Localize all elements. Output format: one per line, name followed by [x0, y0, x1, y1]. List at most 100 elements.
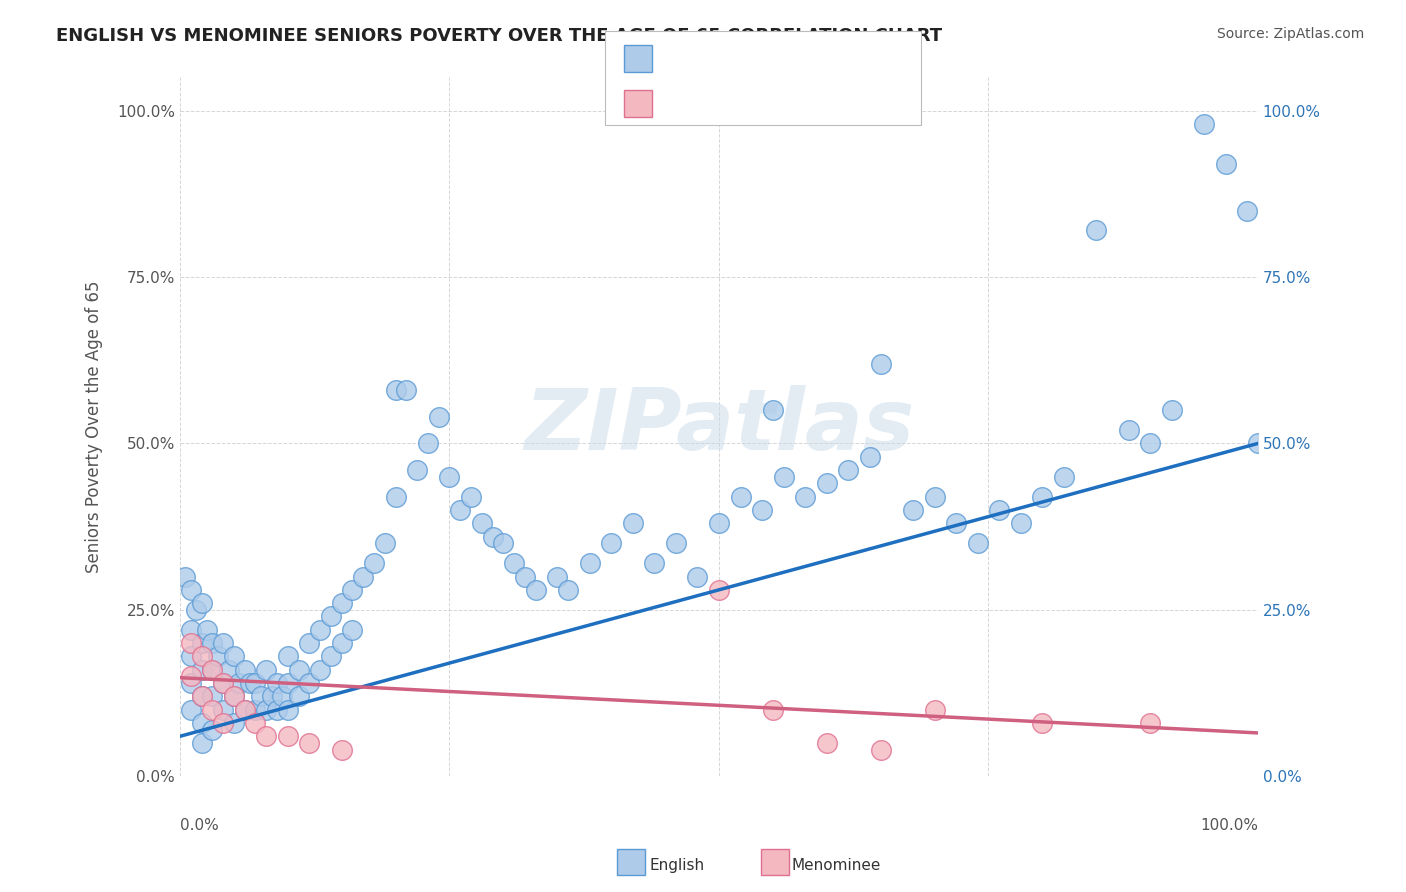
- Text: R =: R =: [662, 54, 693, 71]
- Point: [924, 490, 946, 504]
- Point: [174, 569, 197, 583]
- Point: [945, 516, 967, 531]
- Point: [342, 623, 364, 637]
- Point: [180, 636, 202, 650]
- Point: [218, 663, 240, 677]
- Point: [266, 703, 288, 717]
- Text: ZIPatlas: ZIPatlas: [524, 385, 914, 468]
- Text: 0.558: 0.558: [697, 54, 749, 71]
- Point: [643, 556, 665, 570]
- Point: [352, 569, 374, 583]
- Text: 22: 22: [785, 98, 808, 116]
- Point: [1139, 715, 1161, 730]
- Point: [557, 582, 579, 597]
- Point: [180, 676, 202, 690]
- Point: [287, 663, 309, 677]
- Point: [1031, 715, 1053, 730]
- Point: [245, 676, 267, 690]
- Point: [384, 383, 406, 397]
- Point: [186, 603, 208, 617]
- Point: [201, 663, 224, 677]
- Text: ENGLISH VS MENOMINEE SENIORS POVERTY OVER THE AGE OF 65 CORRELATION CHART: ENGLISH VS MENOMINEE SENIORS POVERTY OVE…: [56, 27, 942, 45]
- Point: [869, 357, 891, 371]
- Text: Source: ZipAtlas.com: Source: ZipAtlas.com: [1216, 27, 1364, 41]
- Point: [201, 663, 224, 677]
- Point: [966, 536, 988, 550]
- Point: [190, 663, 212, 677]
- Point: [201, 723, 224, 737]
- Point: [180, 649, 202, 664]
- Point: [222, 715, 245, 730]
- Point: [363, 556, 385, 570]
- Point: [762, 403, 785, 417]
- Point: [190, 715, 212, 730]
- Point: [271, 690, 294, 704]
- Point: [260, 690, 283, 704]
- Point: [513, 569, 536, 583]
- Point: [330, 596, 353, 610]
- Point: [190, 636, 212, 650]
- Point: [794, 490, 817, 504]
- Point: [439, 469, 461, 483]
- Point: [837, 463, 859, 477]
- Point: [180, 703, 202, 717]
- Point: [233, 663, 256, 677]
- Point: [330, 742, 353, 756]
- Point: [481, 530, 503, 544]
- Point: [772, 469, 794, 483]
- Point: [449, 503, 471, 517]
- Point: [1236, 203, 1258, 218]
- Point: [277, 703, 299, 717]
- Point: [212, 703, 235, 717]
- Point: [374, 536, 396, 550]
- Point: [222, 690, 245, 704]
- Point: [751, 503, 773, 517]
- Point: [1031, 490, 1053, 504]
- Point: [309, 623, 332, 637]
- Point: [988, 503, 1011, 517]
- Point: [460, 490, 482, 504]
- Point: [707, 516, 730, 531]
- Point: [1085, 223, 1108, 237]
- Point: [212, 676, 235, 690]
- Point: [233, 703, 256, 717]
- Point: [924, 703, 946, 717]
- Point: [730, 490, 752, 504]
- Point: [1053, 469, 1076, 483]
- Point: [1192, 117, 1215, 131]
- Point: [492, 536, 515, 550]
- Point: [254, 663, 277, 677]
- Point: [1010, 516, 1032, 531]
- Point: [901, 503, 924, 517]
- Text: -0.206: -0.206: [697, 98, 756, 116]
- Point: [319, 609, 342, 624]
- Text: N =: N =: [749, 98, 780, 116]
- Point: [298, 636, 321, 650]
- Point: [277, 676, 299, 690]
- Point: [180, 582, 202, 597]
- Point: [815, 476, 838, 491]
- Point: [1215, 157, 1237, 171]
- Point: [762, 703, 785, 717]
- Point: [254, 703, 277, 717]
- Point: [180, 623, 202, 637]
- Point: [471, 516, 494, 531]
- Point: [859, 450, 882, 464]
- Point: [600, 536, 623, 550]
- Point: [239, 676, 262, 690]
- Point: [1247, 436, 1270, 450]
- Text: N =: N =: [749, 54, 780, 71]
- Text: Menominee: Menominee: [792, 858, 882, 872]
- Point: [330, 636, 353, 650]
- Point: [266, 676, 288, 690]
- Point: [1139, 436, 1161, 450]
- Point: [201, 703, 224, 717]
- Text: R =: R =: [662, 98, 693, 116]
- Point: [1160, 403, 1182, 417]
- Point: [686, 569, 709, 583]
- Text: 153: 153: [785, 54, 820, 71]
- Text: 0.0%: 0.0%: [180, 818, 219, 833]
- Point: [201, 636, 224, 650]
- Point: [207, 649, 229, 664]
- Point: [1118, 423, 1140, 437]
